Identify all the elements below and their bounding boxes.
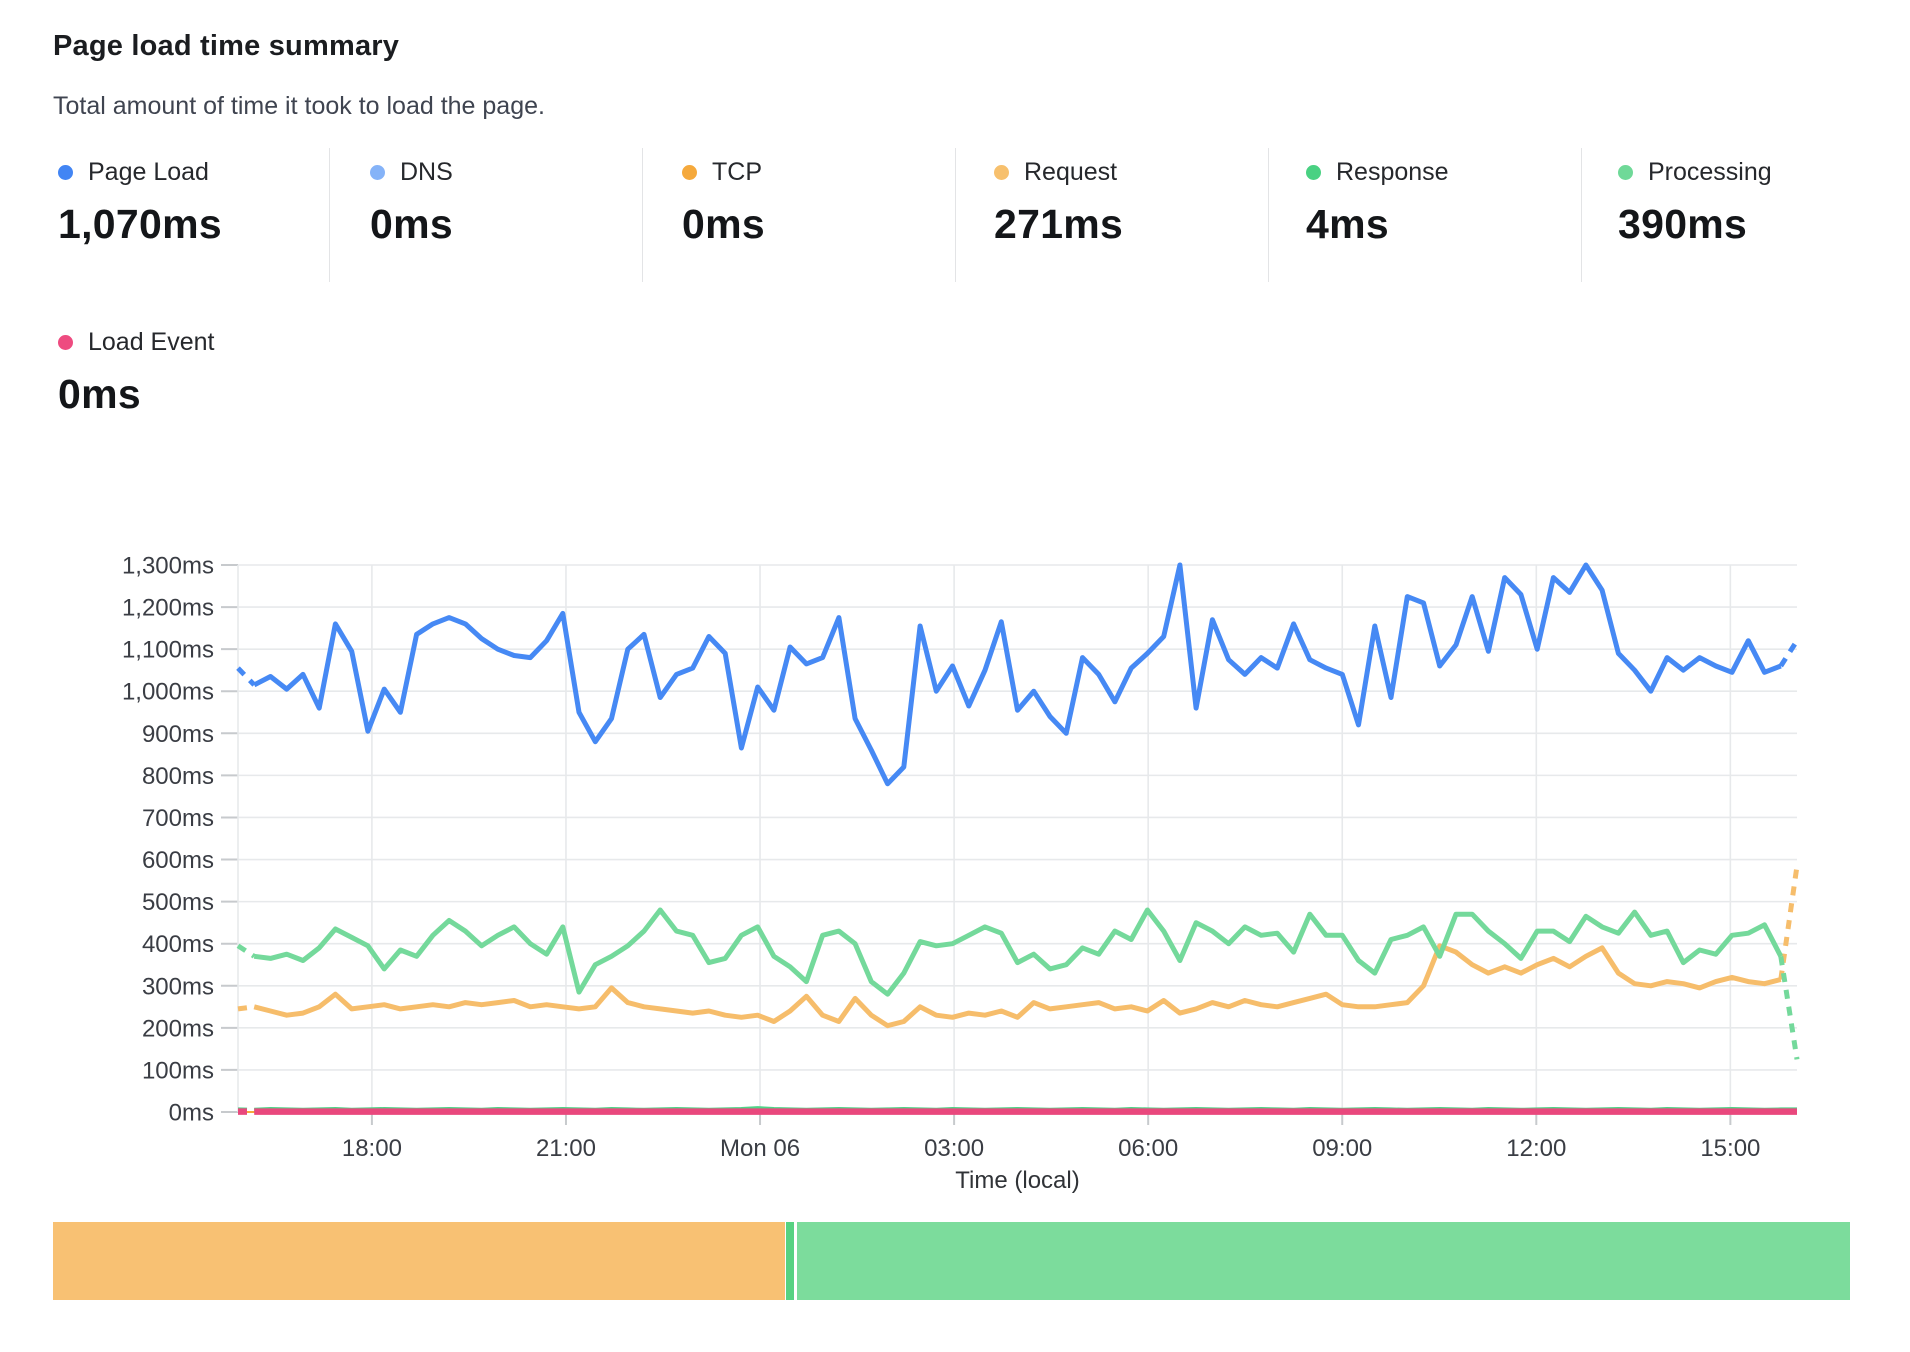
request-series-line <box>253 943 1782 1029</box>
y-axis-label: 300ms <box>142 973 214 1000</box>
load-event-series-dot-icon <box>58 335 73 350</box>
x-axis-label: Mon 06 <box>720 1135 800 1162</box>
legend-item-header: TCP <box>682 158 765 187</box>
legend-stats-row-2: Load Event 0ms <box>0 318 1910 452</box>
legend-item-header: Page Load <box>58 158 222 187</box>
response-series-dot-icon <box>1306 165 1321 180</box>
page-subtitle: Total amount of time it took to load the… <box>53 92 545 120</box>
y-axis-label: 200ms <box>142 1015 214 1042</box>
legend-item-load-event: Load Event 0ms <box>58 328 215 418</box>
timeline-segment-passing-2[interactable] <box>786 1222 795 1300</box>
legend-item-response: Response 4ms <box>1306 158 1449 248</box>
tcp-series-dot-icon <box>682 165 697 180</box>
legend-item-value: 0ms <box>682 201 765 247</box>
timeline-segment-degraded-1[interactable] <box>53 1222 786 1300</box>
y-axis-label: 500ms <box>142 889 214 916</box>
legend-item-value: 0ms <box>58 371 141 417</box>
x-axis-label: 03:00 <box>924 1135 984 1162</box>
load-time-chart: 0ms 100ms 200ms 300ms 400ms 500ms 600ms 700ms 80… <box>122 553 1800 1194</box>
legend-item-value: 271ms <box>994 201 1124 247</box>
legend-item-request: Request 271ms <box>994 158 1123 248</box>
legend-item-label: Processing <box>1648 158 1772 186</box>
stats-divider <box>642 148 643 282</box>
legend-item-label: DNS <box>400 158 453 186</box>
legend-item-tcp: TCP 0ms <box>682 158 765 248</box>
processing-series-line-dashed <box>236 943 256 959</box>
legend-item-value: 1,070ms <box>58 201 222 247</box>
x-axis-label: 09:00 <box>1312 1135 1372 1162</box>
legend-item-value: 390ms <box>1618 201 1748 247</box>
request-series-dot-icon <box>994 165 1009 180</box>
page-load-series-line-dashed <box>236 666 256 687</box>
y-axis-label: 1,200ms <box>122 595 214 622</box>
legend-item-label: Page Load <box>88 158 209 186</box>
timeline-segment-passing-3[interactable] <box>797 1222 1850 1300</box>
x-axis-label: 21:00 <box>536 1135 596 1162</box>
legend-item-dns: DNS 0ms <box>370 158 453 248</box>
y-axis-label: 400ms <box>142 931 214 958</box>
y-axis-label: 0ms <box>169 1100 214 1127</box>
legend-item-header: Load Event <box>58 328 215 357</box>
y-axis-label: 1,000ms <box>122 679 214 706</box>
page-load-series-dot-icon <box>58 165 73 180</box>
x-axis-label: 15:00 <box>1700 1135 1760 1162</box>
y-axis-label: 1,300ms <box>122 553 214 580</box>
legend-item-label: Response <box>1336 158 1449 186</box>
legend-item-value: 0ms <box>370 201 453 247</box>
x-axis-title: Time (local) <box>955 1167 1079 1194</box>
dns-series-dot-icon <box>370 165 385 180</box>
x-axis-label: 06:00 <box>1118 1135 1178 1162</box>
legend-stats-row: Page Load 1,070ms DNS 0ms TCP 0ms Request 271ms… <box>0 148 1910 282</box>
page-title: Page load time summary <box>53 30 400 62</box>
chart-area: 0ms 100ms 200ms 300ms 400ms 500ms 600ms 700ms 80… <box>0 540 1910 1200</box>
y-axis-label: 600ms <box>142 847 214 874</box>
legend-item-page-load: Page Load 1,070ms <box>58 158 222 248</box>
page-load-series-line <box>253 562 1782 787</box>
y-axis-label: 1,100ms <box>122 637 214 664</box>
legend-item-header: Processing <box>1618 158 1772 187</box>
processing-series-dot-icon <box>1618 165 1633 180</box>
stats-divider <box>955 148 956 282</box>
page-load-series-line-dashed <box>1778 639 1800 668</box>
y-axis-label: 800ms <box>142 763 214 790</box>
legend-item-header: Response <box>1306 158 1449 187</box>
x-axis-label: 12:00 <box>1506 1135 1566 1162</box>
legend-item-value: 4ms <box>1306 201 1389 247</box>
stats-divider <box>329 148 330 282</box>
legend-item-label: TCP <box>712 158 762 186</box>
legend-item-processing: Processing 390ms <box>1618 158 1772 248</box>
status-timeline-bar <box>53 1222 1857 1300</box>
legend-item-label: Load Event <box>88 328 215 356</box>
y-axis-label: 900ms <box>142 721 214 748</box>
stats-divider <box>1581 148 1582 282</box>
processing-series-line <box>253 907 1784 997</box>
request-series-line-dashed <box>237 1004 255 1012</box>
stats-divider <box>1268 148 1269 282</box>
x-axis-label: 18:00 <box>342 1135 402 1162</box>
processing-series-line-dashed <box>1778 955 1800 1060</box>
y-axis-label: 700ms <box>142 805 214 832</box>
y-axis-label: 100ms <box>142 1057 214 1084</box>
legend-item-label: Request <box>1024 158 1118 186</box>
legend-item-header: DNS <box>370 158 453 187</box>
legend-item-header: Request <box>994 158 1123 187</box>
